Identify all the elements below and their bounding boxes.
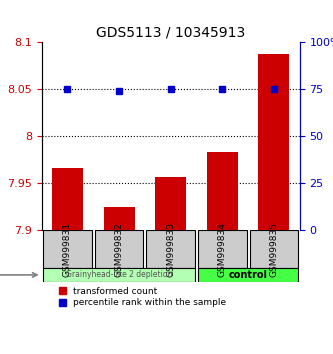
Bar [258, 54, 289, 230]
Text: protocol: protocol [0, 270, 37, 280]
FancyBboxPatch shape [250, 230, 298, 268]
Text: GSM999833: GSM999833 [166, 222, 175, 276]
Bar [155, 177, 186, 230]
Text: GSM999831: GSM999831 [63, 222, 72, 276]
Bar [52, 169, 83, 230]
Text: GSM999834: GSM999834 [218, 222, 227, 276]
FancyBboxPatch shape [198, 268, 298, 282]
FancyBboxPatch shape [198, 230, 246, 268]
Legend: transformed count, percentile rank within the sample: transformed count, percentile rank withi… [59, 287, 227, 307]
Bar [207, 153, 238, 230]
Text: GSM999835: GSM999835 [269, 222, 278, 276]
FancyBboxPatch shape [95, 230, 143, 268]
Text: Grainyhead-like 2 depletion: Grainyhead-like 2 depletion [66, 270, 172, 279]
FancyBboxPatch shape [43, 268, 195, 282]
FancyBboxPatch shape [43, 230, 92, 268]
Text: control: control [228, 270, 268, 280]
Text: GSM999832: GSM999832 [115, 222, 124, 276]
FancyBboxPatch shape [147, 230, 195, 268]
Bar [104, 207, 135, 230]
Title: GDS5113 / 10345913: GDS5113 / 10345913 [96, 26, 245, 40]
